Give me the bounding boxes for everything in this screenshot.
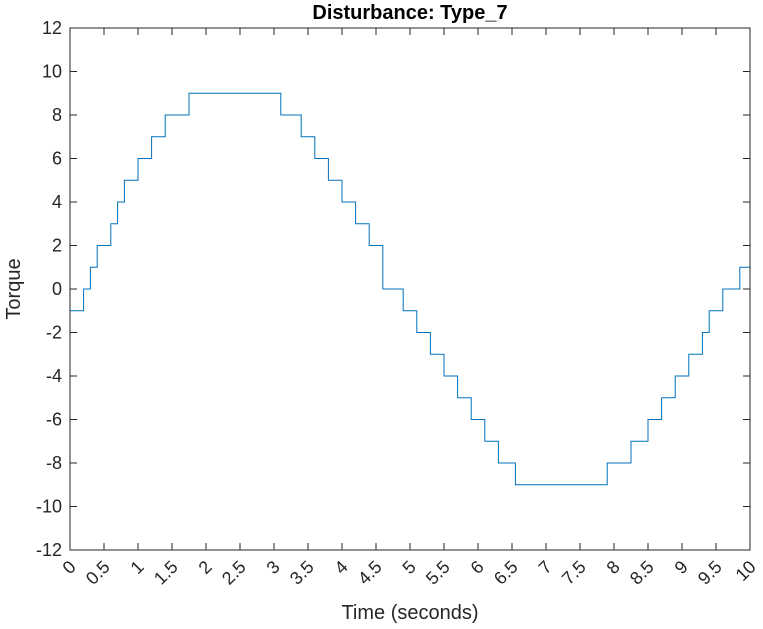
x-tick-label: 9.5 [694,557,726,589]
plot-area-background [70,28,750,550]
x-tick-label: 2 [195,557,216,578]
y-tick-label: -6 [46,410,62,430]
y-axis-label: Torque [3,258,25,319]
x-tick-label: 5 [399,557,420,578]
x-tick-label: 1 [127,557,148,578]
x-tick-label: 2.5 [218,557,250,589]
x-tick-label: 4.5 [354,557,386,589]
x-tick-label: 3.5 [286,557,318,589]
x-tick-label: 8 [603,557,624,578]
x-tick-label: 1.5 [150,557,182,589]
y-tick-label: 4 [52,192,62,212]
y-tick-label: -2 [46,323,62,343]
series-line [70,92,751,486]
x-tick-label: 3 [263,557,284,578]
x-tick-label: 5.5 [422,557,454,589]
x-tick-label: 6 [467,557,488,578]
x-tick-label: 9 [671,557,692,578]
y-tick-label: -10 [36,497,62,517]
y-tick-label: 12 [42,18,62,38]
y-tick-label: -4 [46,366,62,386]
y-tick-label: -8 [46,453,62,473]
x-tick-label: 7 [535,557,556,578]
x-tick-label: 10 [732,557,760,585]
chart-title: Disturbance: Type_7 [312,2,507,24]
y-tick-label: 6 [52,149,62,169]
x-tick-label: 8.5 [626,557,658,589]
x-tick-label: 7.5 [558,557,590,589]
y-tick-label: -12 [36,540,62,560]
x-axis-label: Time (seconds) [341,602,478,624]
data-line-group [70,92,751,486]
plot-area-border [69,27,751,551]
y-tick-label: 8 [52,105,62,125]
y-tick-label: 0 [52,279,62,299]
x-tick-label: 4 [331,557,352,578]
y-tick-label: 10 [42,62,62,82]
y-tick-label: 2 [52,236,62,256]
y-axis-ticks: -12 -10 -8 -6 -4 -2 0 2 4 6 8 10 12 [36,18,750,560]
x-tick-label: 6.5 [490,557,522,589]
x-tick-label: 0.5 [82,557,114,589]
